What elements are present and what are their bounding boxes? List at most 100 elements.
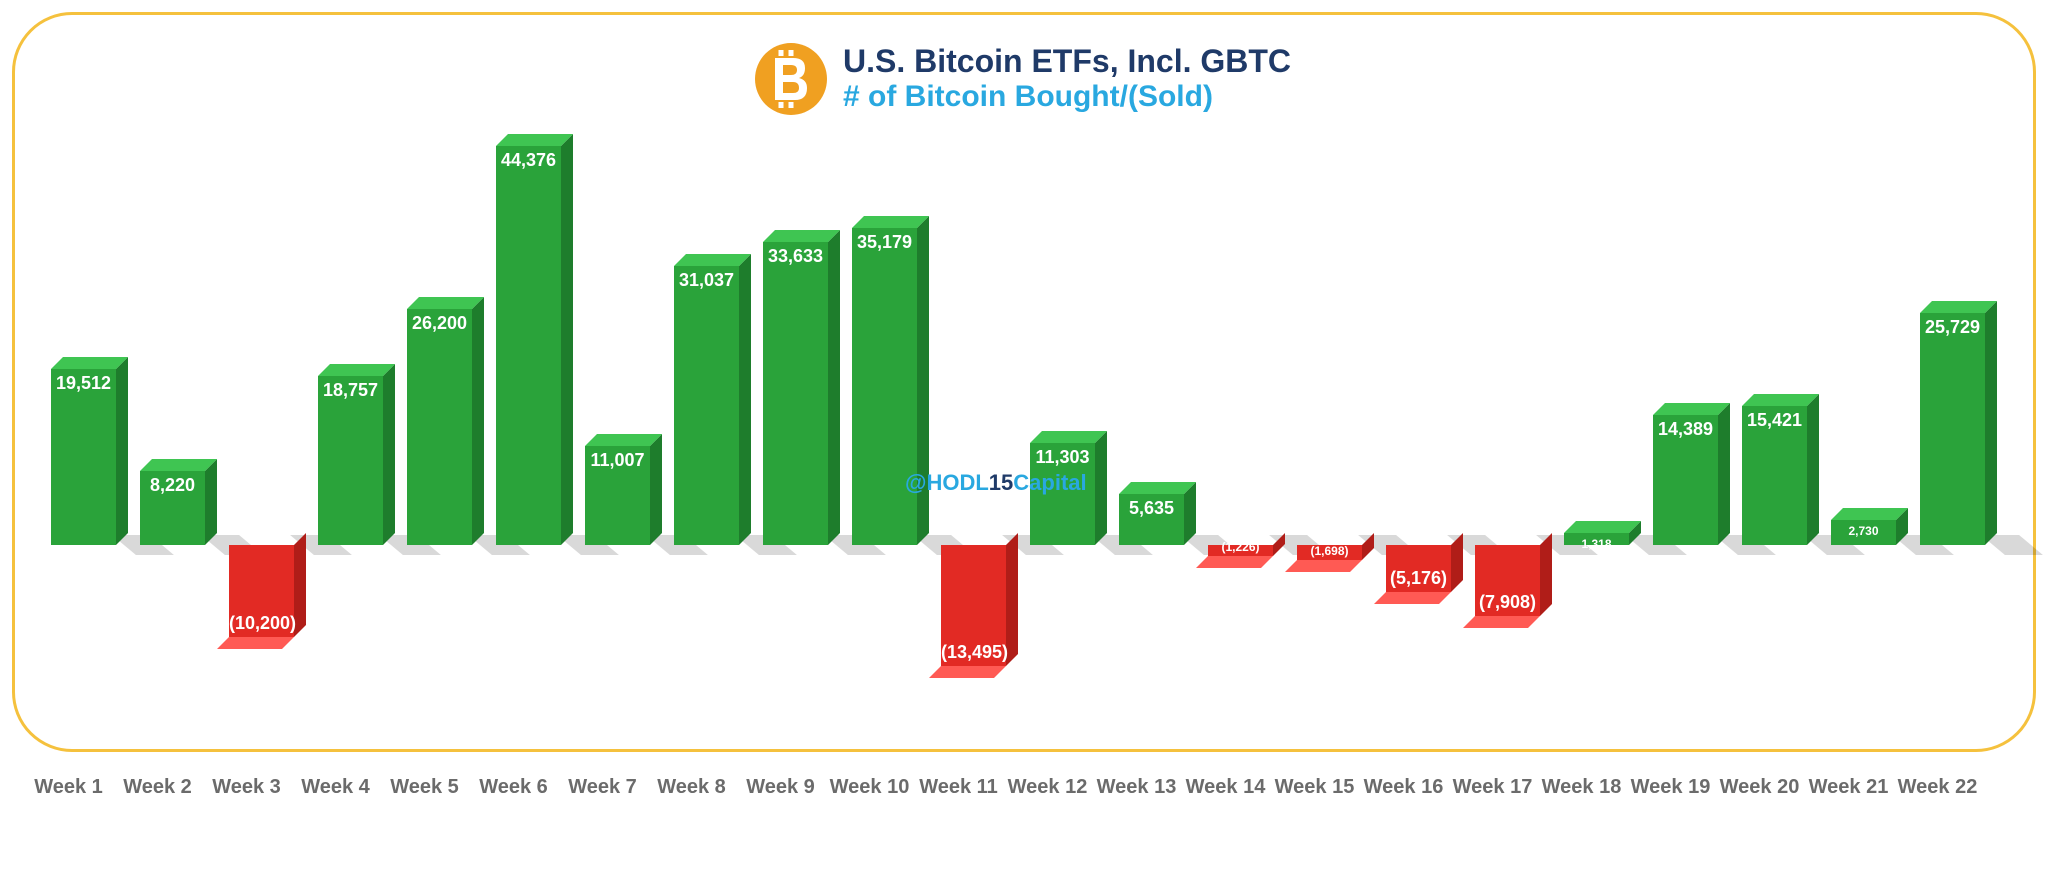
bar: (10,200) [229, 75, 294, 705]
x-axis-label: Week 3 [212, 776, 281, 799]
bar-top [585, 434, 662, 446]
bar-value-label: 15,421 [1742, 410, 1807, 431]
bar-top [1653, 403, 1730, 415]
chart-frame: U.S. Bitcoin ETFs, Incl. GBTC # of Bitco… [12, 12, 2036, 752]
bar-positive: 25,729 [1920, 313, 1985, 545]
bar: (1,698) [1297, 75, 1362, 705]
bar-side [116, 357, 128, 545]
bar-front [51, 369, 116, 545]
bar: 44,376 [496, 75, 561, 705]
bar-value-label: 5,635 [1119, 498, 1184, 519]
bar-top [1119, 482, 1196, 494]
bar: 14,389 [1653, 75, 1718, 705]
x-axis-label: Week 6 [479, 776, 548, 799]
x-axis-label: Week 21 [1809, 776, 1889, 799]
bar: (1,226) [1208, 75, 1273, 705]
x-axis-label: Week 14 [1186, 776, 1266, 799]
bar-side [561, 134, 573, 545]
x-axis-label: Week 7 [568, 776, 637, 799]
bar-value-label: 18,757 [318, 380, 383, 401]
x-axis-label: Week 19 [1631, 776, 1711, 799]
bar-top [1742, 394, 1819, 406]
bar-value-label: 2,730 [1831, 524, 1896, 538]
bar-negative: (1,226) [1208, 545, 1273, 556]
bar-top [674, 254, 751, 266]
bar-positive: 8,220 [140, 471, 205, 545]
bar-value-label: (7,908) [1475, 592, 1540, 613]
bar-positive: 31,037 [674, 266, 739, 545]
bar: 25,729 [1920, 75, 1985, 705]
bar-bottom [1374, 592, 1451, 604]
bar-value-label: 35,179 [852, 232, 917, 253]
x-axis-label: Week 5 [390, 776, 459, 799]
bar: (13,495) [941, 75, 1006, 705]
bar: (5,176) [1386, 75, 1451, 705]
bar: 18,757 [318, 75, 383, 705]
bar-value-label: 19,512 [51, 373, 116, 394]
bar-negative: (13,495) [941, 545, 1006, 666]
bar-value-label: 11,007 [585, 450, 650, 471]
bar-negative: (7,908) [1475, 545, 1540, 616]
bar-top [1564, 521, 1641, 533]
bar-front [1920, 313, 1985, 545]
bar-side [1451, 533, 1463, 592]
bar-top [1030, 431, 1107, 443]
bar-top [1920, 301, 1997, 313]
bar-negative: (10,200) [229, 545, 294, 637]
bar-value-label: (1,226) [1208, 540, 1273, 554]
watermark: @HODL15Capital [905, 470, 1087, 496]
bar-value-label: 44,376 [496, 150, 561, 171]
x-axis-label: Week 10 [830, 776, 910, 799]
bar-front [763, 242, 828, 545]
chart-plot-area: 19,512 8,220 (10,200) 18,757 26,200 44,376 11,… [45, 75, 2009, 705]
bar-front [407, 309, 472, 545]
bar-top [318, 364, 395, 376]
bar: 35,179 [852, 75, 917, 705]
bar: 5,635 [1119, 75, 1184, 705]
x-axis-label: Week 8 [657, 776, 726, 799]
bar-value-label: 26,200 [407, 313, 472, 334]
bar-top [51, 357, 128, 369]
bar: 33,633 [763, 75, 828, 705]
bar-bottom [1463, 616, 1540, 628]
watermark-number: 15 [989, 470, 1013, 495]
bar-top [140, 459, 217, 471]
bar-value-label: 14,389 [1653, 419, 1718, 440]
bar: 1,318 [1564, 75, 1629, 705]
bar-negative: (5,176) [1386, 545, 1451, 592]
bar-side [739, 254, 751, 545]
x-axis-label: Week 2 [123, 776, 192, 799]
x-axis-label: Week 12 [1008, 776, 1088, 799]
bar-positive: 35,179 [852, 228, 917, 545]
bar-top [407, 297, 484, 309]
bar-positive: 5,635 [1119, 494, 1184, 545]
bar: 11,303 [1030, 75, 1095, 705]
bar-top [1831, 508, 1908, 520]
bar-value-label: 31,037 [674, 270, 739, 291]
bar-front [496, 146, 561, 545]
bar-side [1095, 431, 1107, 545]
bar-value-label: (5,176) [1386, 568, 1451, 589]
bar-side [1718, 403, 1730, 545]
bar: 26,200 [407, 75, 472, 705]
x-axis-label: Week 18 [1542, 776, 1622, 799]
x-axis-label: Week 20 [1720, 776, 1800, 799]
x-axis-label: Week 1 [34, 776, 103, 799]
bar-top [496, 134, 573, 146]
bar: 15,421 [1742, 75, 1807, 705]
x-axis-label: Week 22 [1898, 776, 1978, 799]
bar-bottom [1196, 556, 1273, 568]
bar-value-label: 25,729 [1920, 317, 1985, 338]
bar-side [650, 434, 662, 545]
bar-value-label: (13,495) [941, 642, 1006, 663]
bar-positive: 44,376 [496, 146, 561, 545]
watermark-suffix: Capital [1013, 470, 1086, 495]
bar-positive: 11,007 [585, 446, 650, 545]
x-axis-label: Week 11 [919, 776, 998, 799]
bar-top [763, 230, 840, 242]
bar-bottom [217, 637, 294, 649]
x-axis-label: Week 13 [1097, 776, 1177, 799]
bar-side [1540, 533, 1552, 616]
bar-positive: 1,318 [1564, 533, 1629, 545]
bar: 2,730 [1831, 75, 1896, 705]
